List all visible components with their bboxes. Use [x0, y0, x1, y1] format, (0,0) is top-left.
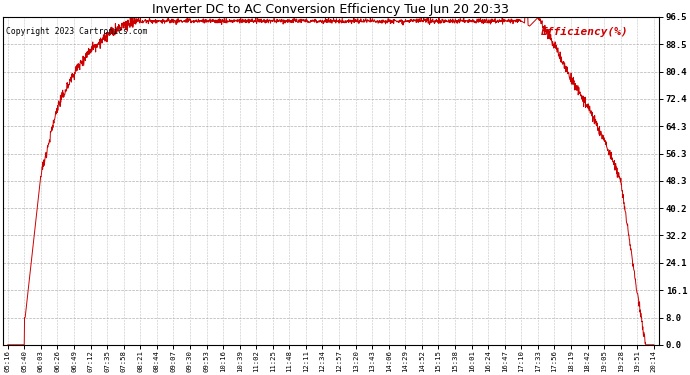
Text: Copyright 2023 Cartronics.com: Copyright 2023 Cartronics.com	[6, 27, 148, 36]
Text: Efficiency(%): Efficiency(%)	[541, 27, 629, 37]
Title: Inverter DC to AC Conversion Efficiency Tue Jun 20 20:33: Inverter DC to AC Conversion Efficiency …	[152, 3, 509, 16]
